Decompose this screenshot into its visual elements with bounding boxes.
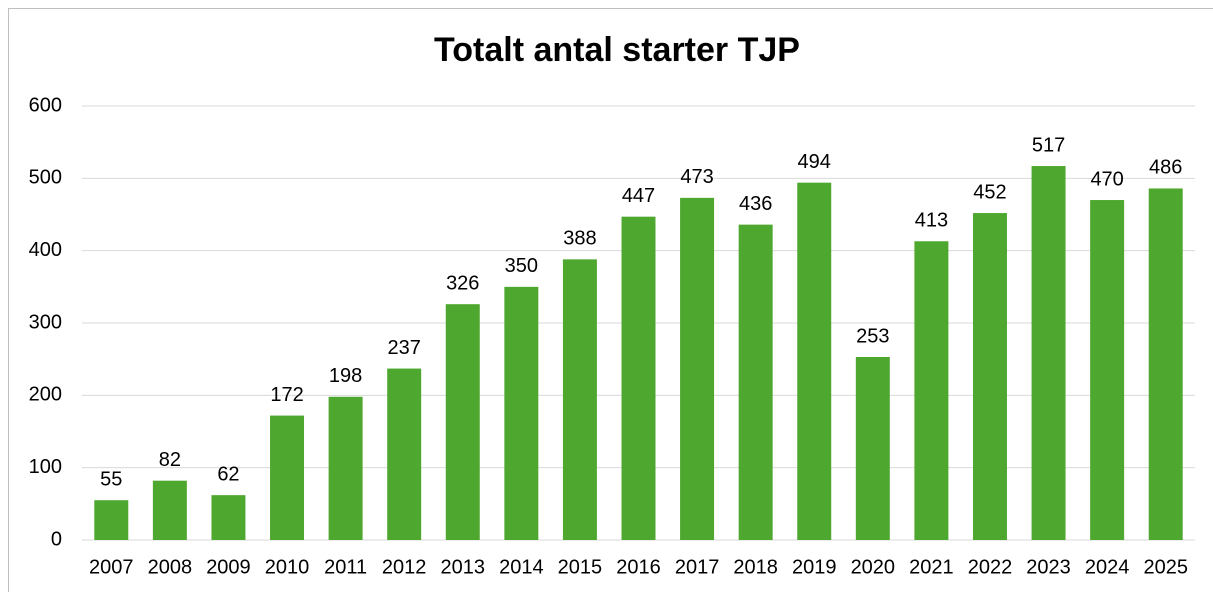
bar bbox=[738, 224, 773, 541]
bar bbox=[152, 480, 187, 540]
bar bbox=[1031, 166, 1066, 540]
x-tick-label: 2018 bbox=[733, 556, 778, 578]
x-tick-label: 2022 bbox=[968, 556, 1013, 578]
data-label: 62 bbox=[217, 463, 239, 485]
data-label: 486 bbox=[1149, 157, 1182, 179]
data-label: 326 bbox=[446, 272, 479, 294]
bar bbox=[914, 241, 949, 540]
bar bbox=[621, 216, 656, 541]
data-label: 253 bbox=[856, 325, 889, 347]
x-tick-label: 2007 bbox=[89, 556, 134, 578]
data-label: 473 bbox=[680, 166, 713, 188]
x-tick-label: 2021 bbox=[909, 556, 954, 578]
bar bbox=[855, 356, 890, 540]
x-tick-label: 2025 bbox=[1143, 556, 1188, 578]
x-tick-label: 2017 bbox=[675, 556, 720, 578]
bar bbox=[972, 213, 1007, 540]
y-tick-label: 400 bbox=[29, 239, 62, 261]
y-tick-label: 0 bbox=[51, 528, 62, 550]
data-label: 413 bbox=[915, 210, 948, 232]
y-tick-label: 300 bbox=[29, 311, 62, 333]
x-tick-label: 2009 bbox=[206, 556, 251, 578]
bar bbox=[328, 396, 363, 540]
x-tick-label: 2023 bbox=[1026, 556, 1071, 578]
x-tick-label: 2014 bbox=[499, 556, 544, 578]
x-tick-label: 2024 bbox=[1085, 556, 1130, 578]
data-label: 436 bbox=[739, 193, 772, 215]
y-tick-label: 200 bbox=[29, 384, 62, 406]
data-label: 470 bbox=[1090, 168, 1123, 190]
bar bbox=[1148, 188, 1183, 540]
data-label: 82 bbox=[159, 449, 181, 471]
bar bbox=[94, 500, 129, 540]
data-label: 494 bbox=[798, 151, 831, 173]
chart-title: Totalt antal starter TJP bbox=[434, 31, 800, 69]
data-label: 388 bbox=[563, 228, 596, 250]
bar bbox=[211, 495, 246, 540]
data-label: 55 bbox=[100, 468, 122, 490]
x-tick-label: 2020 bbox=[851, 556, 896, 578]
y-tick-label: 100 bbox=[29, 456, 62, 478]
data-label: 198 bbox=[329, 365, 362, 387]
bar bbox=[445, 304, 480, 540]
x-tick-label: 2011 bbox=[324, 556, 367, 578]
bar bbox=[562, 259, 597, 540]
bar bbox=[270, 415, 305, 540]
bar bbox=[504, 286, 539, 540]
data-label: 517 bbox=[1032, 134, 1065, 156]
bar bbox=[387, 368, 422, 540]
y-tick-label: 500 bbox=[29, 167, 62, 189]
x-tick-label: 2019 bbox=[792, 556, 837, 578]
data-label: 447 bbox=[622, 185, 655, 207]
x-tick-label: 2008 bbox=[148, 556, 193, 578]
bar bbox=[680, 197, 715, 540]
x-tick-label: 2013 bbox=[441, 556, 486, 578]
data-label: 452 bbox=[973, 181, 1006, 203]
x-tick-label: 2016 bbox=[616, 556, 661, 578]
x-tick-label: 2010 bbox=[265, 556, 310, 578]
y-tick-label: 600 bbox=[29, 94, 62, 116]
x-tick-label: 2015 bbox=[558, 556, 603, 578]
x-tick-label: 2012 bbox=[382, 556, 427, 578]
data-label: 237 bbox=[387, 337, 420, 359]
bar bbox=[797, 182, 832, 540]
data-label: 172 bbox=[270, 384, 303, 406]
data-label: 350 bbox=[505, 255, 538, 277]
bar bbox=[1090, 200, 1125, 541]
